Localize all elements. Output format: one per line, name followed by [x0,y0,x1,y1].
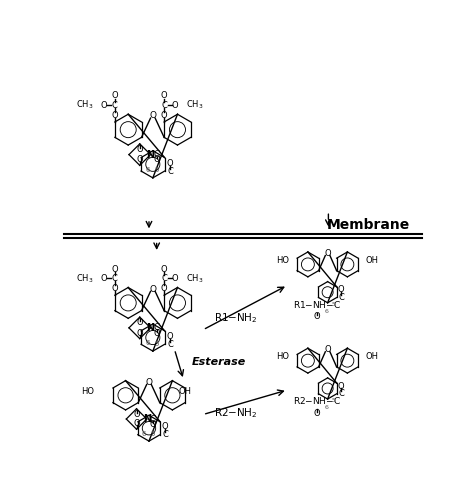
Text: HO: HO [276,256,289,265]
Text: O: O [137,145,143,154]
Text: 6: 6 [324,309,328,314]
Text: C: C [167,166,173,176]
Text: HO: HO [276,352,289,361]
Text: OH: OH [178,387,191,396]
Text: 6: 6 [145,166,150,173]
Text: O: O [313,408,320,417]
Text: O: O [101,101,108,110]
Text: O: O [111,265,118,274]
Text: O: O [154,329,160,338]
Text: O: O [167,159,173,168]
Text: O: O [150,420,156,429]
Text: HO: HO [82,387,94,396]
Text: O: O [111,284,118,293]
Text: C: C [167,340,173,349]
Text: 5: 5 [151,432,155,438]
Text: O: O [133,409,140,418]
Text: OH: OH [366,256,379,265]
Text: N: N [143,414,151,424]
Text: C: C [112,101,118,110]
Text: $\rm CH_3$: $\rm CH_3$ [76,99,93,111]
Text: R1$-$NH$-$C: R1$-$NH$-$C [293,299,341,310]
Text: C: C [162,430,168,439]
Text: O: O [111,111,118,120]
Text: C: C [150,414,156,424]
Text: O: O [111,91,118,100]
Text: O: O [137,318,143,327]
Text: 5: 5 [332,302,336,307]
Text: $\rm CH_3$: $\rm CH_3$ [186,99,203,111]
Text: O: O [137,329,143,338]
Text: 6: 6 [145,340,150,346]
Text: O: O [162,423,169,432]
Text: O: O [149,285,156,294]
Text: C: C [154,323,160,332]
Text: O: O [172,101,178,110]
Text: O: O [338,382,345,390]
Text: 6: 6 [324,405,328,410]
Text: N: N [146,149,155,159]
Text: 5: 5 [155,167,159,174]
Text: $\rm CH_3$: $\rm CH_3$ [76,272,93,285]
Text: O: O [146,378,153,387]
Text: Esterase: Esterase [191,357,246,367]
Text: O: O [161,284,167,293]
Text: O: O [313,312,320,321]
Text: 5: 5 [155,341,159,347]
Text: C: C [338,293,344,302]
Text: Membrane: Membrane [327,218,410,232]
Text: O: O [101,274,108,283]
Text: O: O [324,345,331,354]
Text: $\rm CH_3$: $\rm CH_3$ [186,272,203,285]
Text: O: O [338,285,345,294]
Text: O: O [161,91,167,100]
Text: O: O [133,420,140,429]
Text: N: N [146,323,155,333]
Text: O: O [172,274,178,283]
Text: C: C [338,389,344,398]
Text: C: C [154,150,160,159]
Text: O: O [324,248,331,258]
Text: R2$-$NH$_2$: R2$-$NH$_2$ [214,406,258,420]
Text: 6: 6 [141,431,146,437]
Text: C: C [161,274,167,283]
Text: C: C [161,101,167,110]
Text: O: O [137,155,143,164]
Text: R2$-$NH$-$C: R2$-$NH$-$C [293,395,341,406]
Text: OH: OH [366,352,379,361]
Text: O: O [154,155,160,164]
Text: O: O [161,265,167,274]
Text: C: C [112,274,118,283]
Text: 5: 5 [332,398,336,403]
Text: O: O [161,111,167,120]
Text: O: O [167,332,173,341]
Text: R1$-$NH$_2$: R1$-$NH$_2$ [214,311,258,325]
Text: O: O [149,111,156,120]
